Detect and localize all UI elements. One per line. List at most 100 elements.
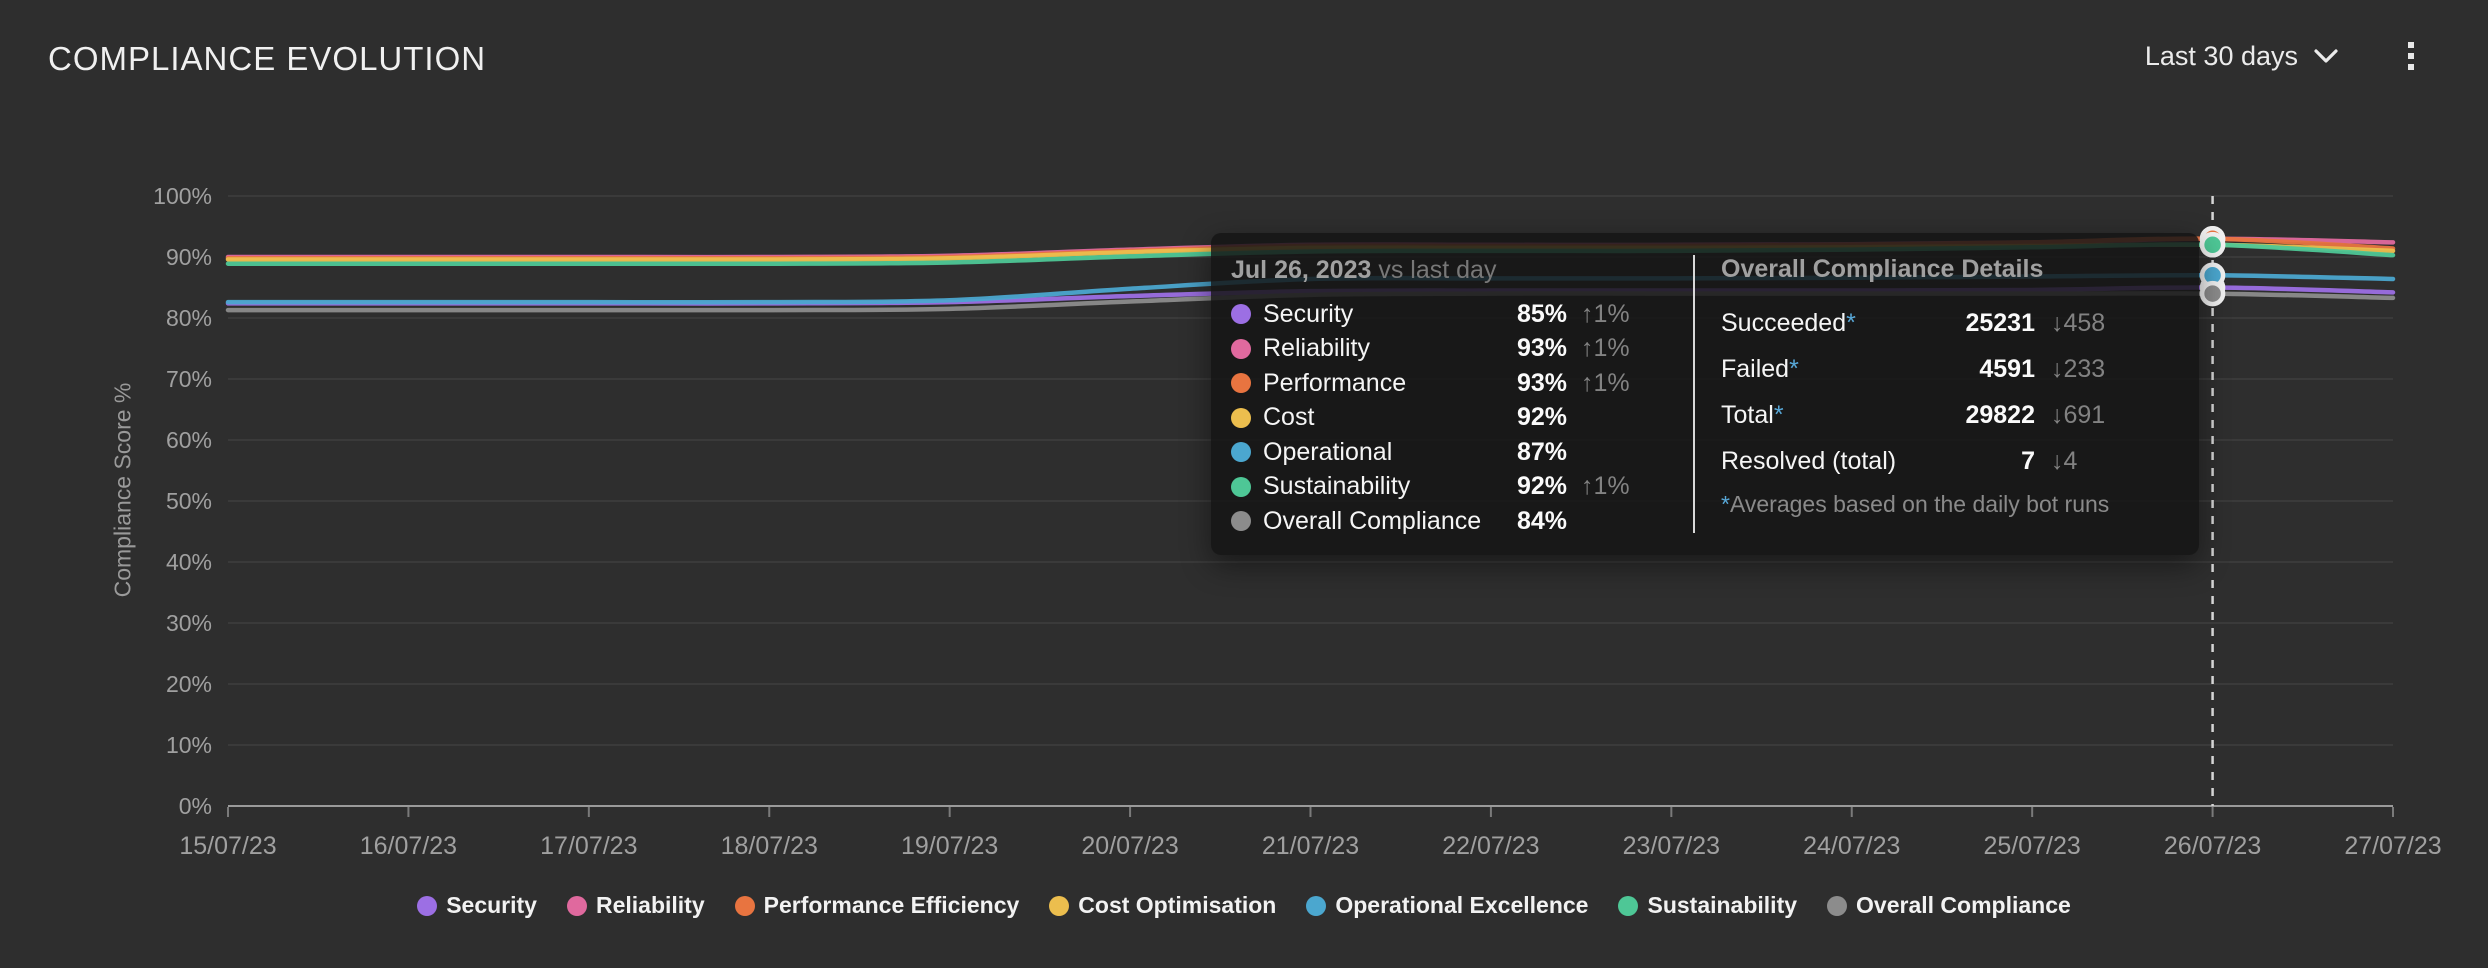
- series-color-dot: [1231, 407, 1251, 428]
- chart-tooltip: Jul 26, 2023 vs last day Security 85% ↑1% R…: [1211, 233, 2199, 555]
- legend-item-cost-optimisation[interactable]: Cost Optimisation: [1049, 892, 1276, 919]
- x-tick-label: 15/07/23: [179, 832, 276, 860]
- y-tick-label: 0%: [179, 793, 212, 819]
- series-color-dot: [1231, 511, 1251, 532]
- series-delta: ↑1%: [1581, 368, 1630, 397]
- series-name: Performance: [1263, 368, 1407, 397]
- legend-label: Overall Compliance: [1856, 892, 2071, 918]
- x-tick-label: 21/07/23: [1262, 832, 1359, 860]
- detail-label-text: Resolved (total): [1721, 446, 1897, 475]
- chart-legend: Security Reliability Performance Efficienc…: [0, 892, 2488, 919]
- legend-color-dot: [566, 895, 587, 916]
- y-axis-title: Compliance Score %: [109, 382, 136, 598]
- x-tick-label: 18/07/23: [721, 832, 818, 860]
- detail-asterisk: *: [1846, 308, 1856, 337]
- detail-label-text: Succeeded: [1721, 308, 1847, 337]
- tooltip-divider: [1693, 255, 1695, 533]
- series-name: Cost: [1263, 403, 1315, 432]
- tooltip-compare-label: vs last day: [1378, 256, 1497, 284]
- tooltip-series-row: Operational 87%: [1231, 435, 1673, 470]
- detail-label: Succeeded*: [1721, 309, 1935, 338]
- series-delta: ↑1%: [1581, 472, 1630, 501]
- detail-label: Failed*: [1721, 355, 1935, 384]
- series-color-dot: [1231, 338, 1251, 359]
- series-color-dot: [1231, 373, 1251, 394]
- legend-item-overall-compliance[interactable]: Overall Compliance: [1827, 892, 2071, 919]
- y-tick-label: 10%: [166, 732, 212, 758]
- x-tick-label: 19/07/23: [901, 832, 998, 860]
- detail-value: 7: [2021, 446, 2035, 475]
- kebab-dot: [2408, 64, 2414, 70]
- series-value: 85%: [1516, 299, 1567, 328]
- x-tick-label: 20/07/23: [1081, 832, 1178, 860]
- series-name: Reliability: [1263, 334, 1370, 363]
- tooltip-series-row: Reliability 93% ↑1%: [1231, 332, 1673, 367]
- y-tick-label: 70%: [166, 366, 212, 392]
- detail-value: 25231: [1965, 308, 2035, 337]
- tooltip-series-row: Sustainability 92% ↑1%: [1231, 470, 1673, 505]
- tooltip-series-panel: Jul 26, 2023 vs last day Security 85% ↑1% R…: [1211, 233, 1693, 555]
- tooltip-header: Jul 26, 2023 vs last day: [1231, 253, 1673, 287]
- series-delta: ↑1%: [1581, 299, 1630, 328]
- series-delta: ↑1%: [1581, 334, 1630, 363]
- tooltip-detail-row: Resolved (total) 7 ↓4: [1721, 438, 2175, 484]
- detail-label-text: Failed: [1721, 354, 1790, 383]
- tooltip-details-title: Overall Compliance Details: [1721, 255, 2044, 283]
- tooltip-detail-row: Failed* 4591 ↓233: [1721, 346, 2175, 392]
- series-name: Sustainability: [1263, 472, 1411, 501]
- legend-label: Security: [446, 892, 537, 918]
- x-tick-label: 22/07/23: [1442, 832, 1539, 860]
- page-title: COMPLIANCE EVOLUTION: [48, 40, 487, 77]
- legend-item-performance-efficiency[interactable]: Performance Efficiency: [734, 892, 1019, 919]
- detail-label: Total*: [1721, 401, 1935, 430]
- detail-asterisk: *: [1789, 354, 1799, 383]
- detail-delta: ↓691: [2051, 400, 2106, 429]
- legend-color-dot: [1306, 895, 1327, 916]
- tooltip-date: Jul 26, 2023: [1231, 256, 1372, 284]
- tooltip-series-row: Overall Compliance 84%: [1231, 504, 1673, 539]
- tooltip-detail-row: Succeeded* 25231 ↓458: [1721, 300, 2175, 346]
- legend-item-security[interactable]: Security: [417, 892, 537, 919]
- legend-color-dot: [1618, 895, 1639, 916]
- series-name: Overall Compliance: [1263, 506, 1482, 535]
- legend-label: Operational Excellence: [1335, 892, 1589, 918]
- x-tick-label: 24/07/23: [1803, 832, 1900, 860]
- legend-item-sustainability[interactable]: Sustainability: [1618, 892, 1797, 919]
- detail-delta: ↓458: [2051, 308, 2106, 337]
- x-tick-label: 27/07/23: [2344, 832, 2441, 860]
- series-value: 92%: [1516, 472, 1567, 501]
- series-value: 87%: [1516, 437, 1567, 466]
- chevron-down-icon: [2314, 48, 2338, 63]
- kebab-menu-button[interactable]: [2404, 38, 2418, 74]
- series-color-dot: [1231, 442, 1251, 463]
- x-tick-label: 25/07/23: [1984, 832, 2081, 860]
- series-value: 84%: [1516, 506, 1567, 535]
- y-tick-label: 90%: [166, 244, 212, 270]
- series-value: 92%: [1516, 403, 1567, 432]
- series-value: 93%: [1516, 368, 1567, 397]
- series-color-dot: [1231, 476, 1251, 497]
- y-tick-label: 40%: [166, 549, 212, 575]
- tooltip-series-row: Performance 93% ↑1%: [1231, 366, 1673, 401]
- legend-item-reliability[interactable]: Reliability: [566, 892, 705, 919]
- series-color-dot: [1231, 304, 1251, 325]
- tooltip-series-row: Security 85% ↑1%: [1231, 297, 1673, 332]
- detail-delta: ↓233: [2051, 354, 2106, 383]
- x-tick-label: 16/07/23: [360, 832, 457, 860]
- y-tick-label: 60%: [166, 427, 212, 453]
- footnote-text: Averages based on the daily bot runs: [1729, 491, 2110, 517]
- x-tick-label: 26/07/23: [2164, 832, 2261, 860]
- kebab-dot: [2408, 42, 2414, 48]
- detail-delta: ↓4: [2051, 446, 2078, 475]
- detail-value: 29822: [1965, 400, 2035, 429]
- tooltip-footnote: *Averages based on the daily bot runs: [1721, 490, 2175, 518]
- date-range-dropdown[interactable]: Last 30 days: [2145, 41, 2338, 72]
- legend-label: Cost Optimisation: [1078, 892, 1277, 918]
- highlight-marker-overall-compliance: [2199, 280, 2226, 307]
- series-value: 93%: [1516, 334, 1567, 363]
- legend-label: Reliability: [595, 892, 705, 918]
- legend-item-operational-excellence[interactable]: Operational Excellence: [1306, 892, 1588, 919]
- legend-color-dot: [417, 895, 438, 916]
- legend-color-dot: [1827, 895, 1848, 916]
